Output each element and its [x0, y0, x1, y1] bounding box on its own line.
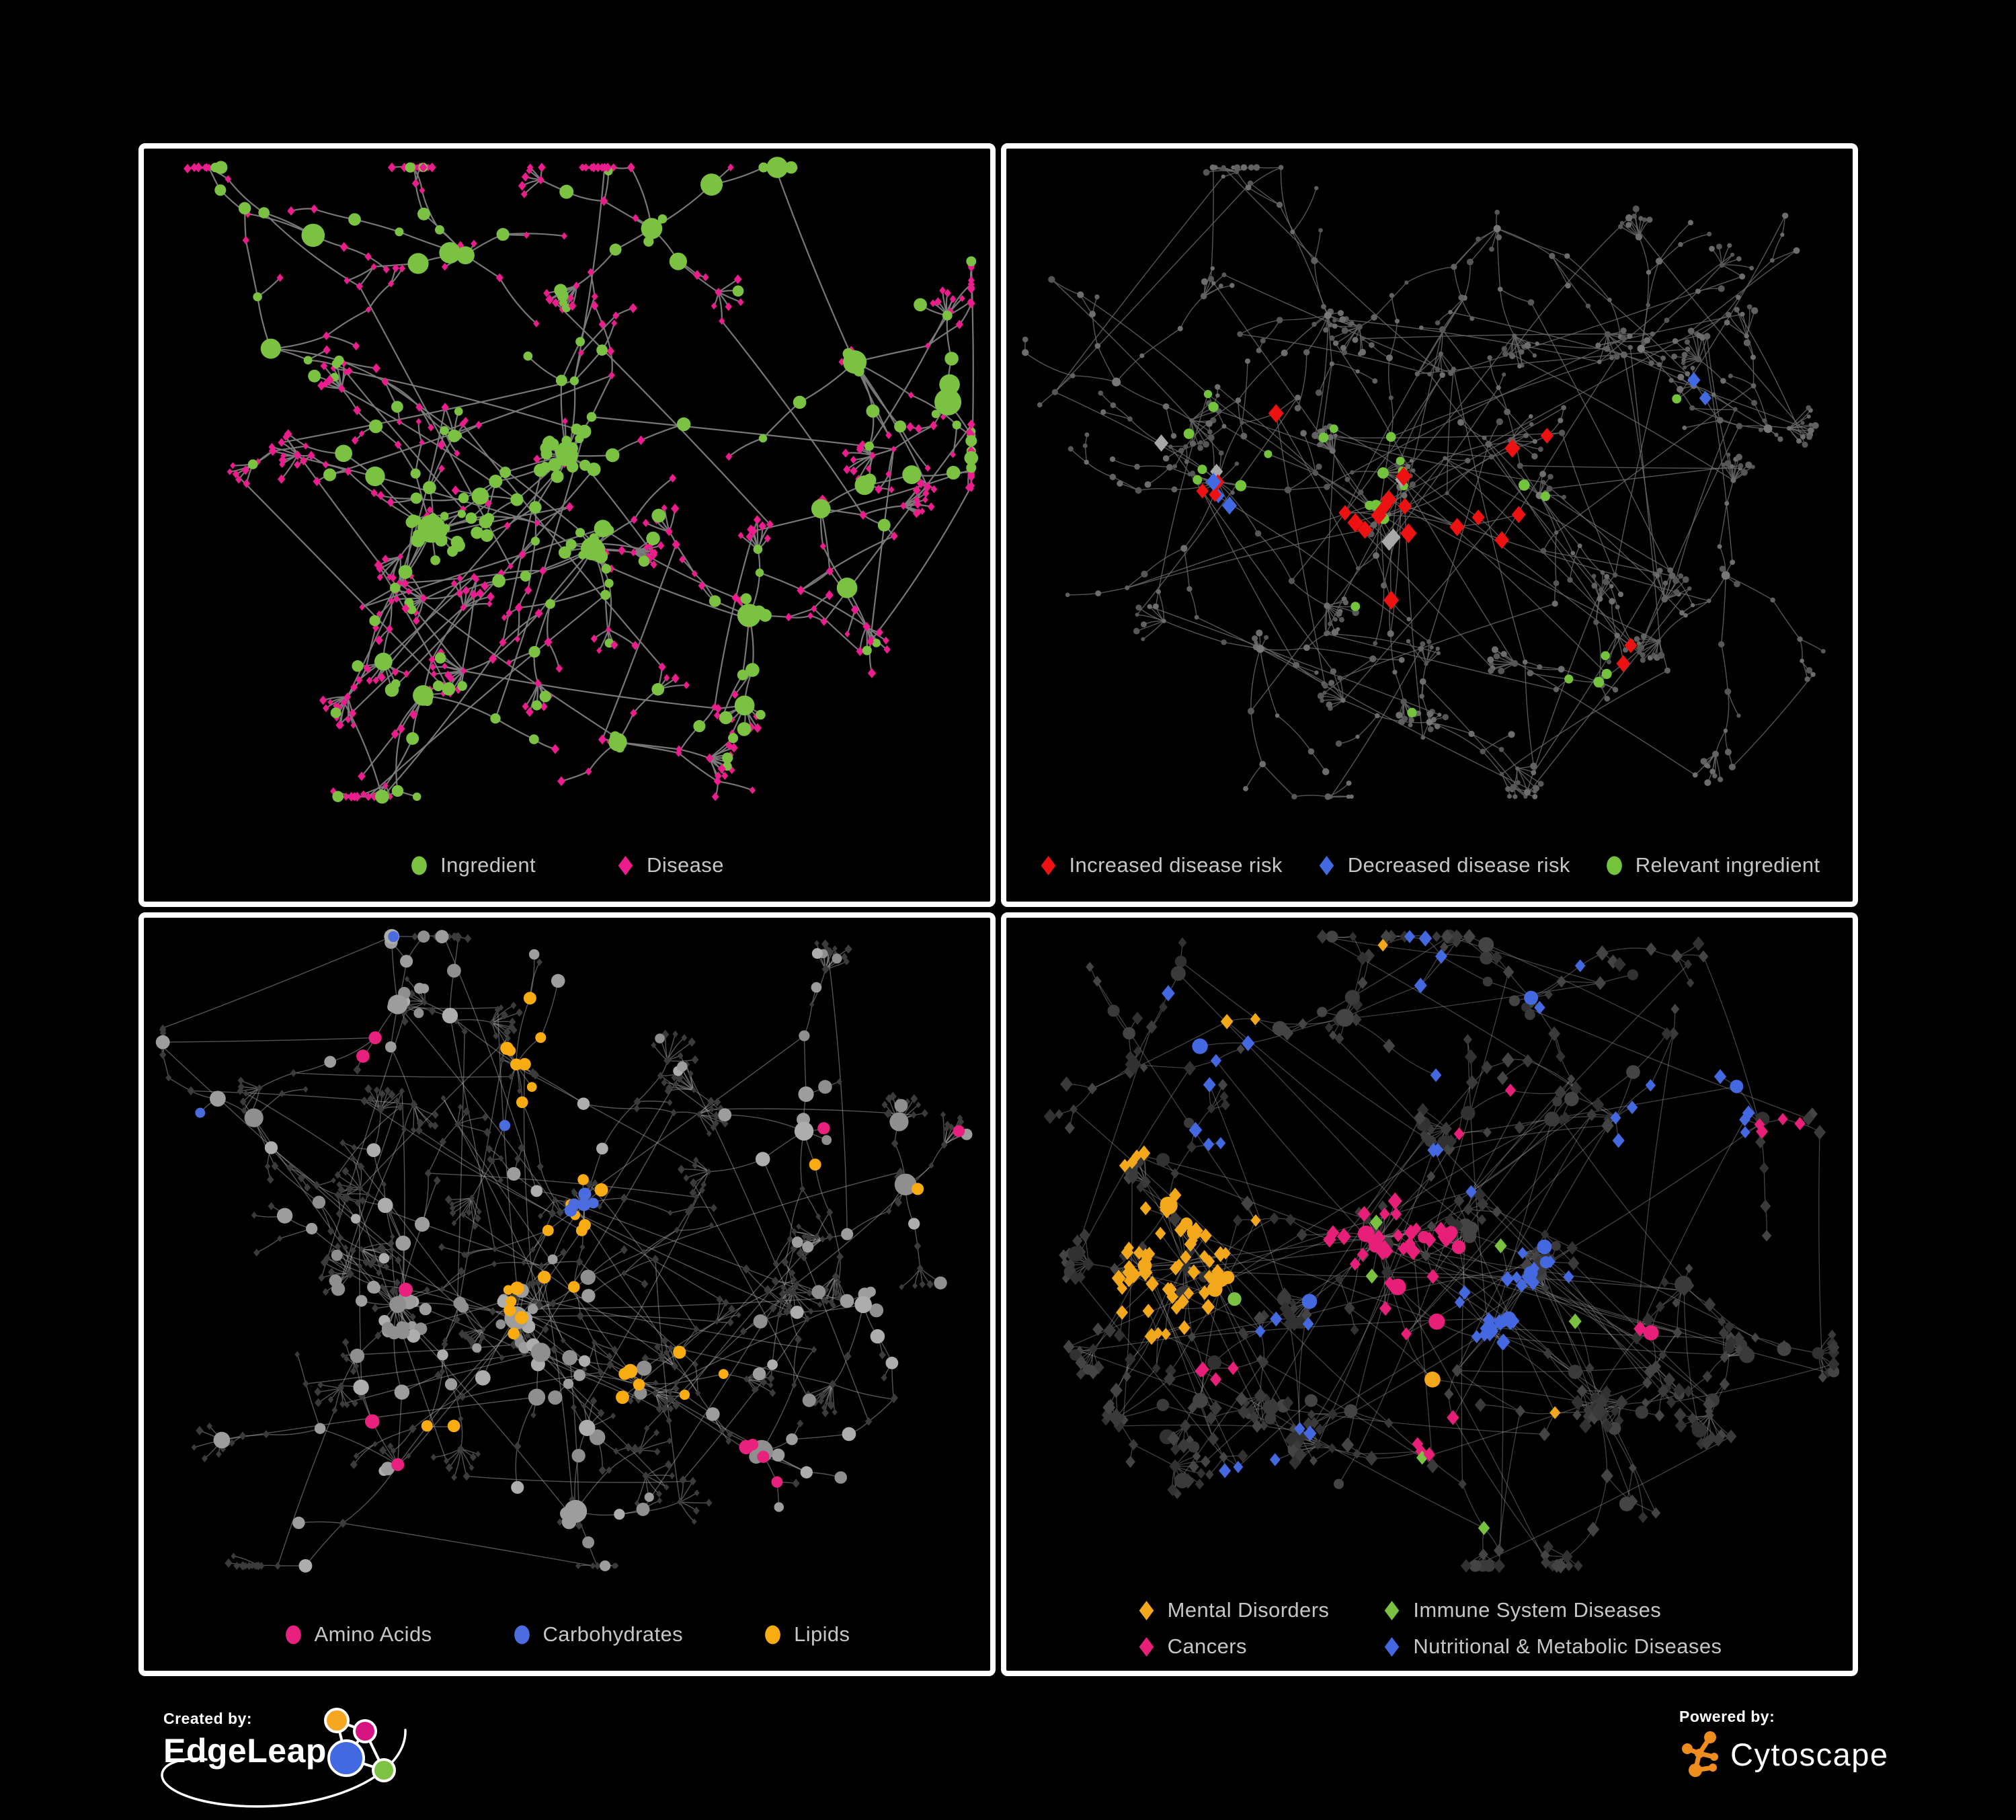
legend-label: Increased disease risk — [1069, 853, 1283, 877]
circle-marker-icon — [411, 856, 428, 875]
diamond-marker-icon — [1384, 1600, 1400, 1620]
legend-label: Amino Acids — [314, 1622, 432, 1646]
nutrient-categories-legend: Amino Acids Carbohydrates Lipids — [144, 1622, 990, 1647]
panels-grid: Ingredient Disease Increased disease risk… — [138, 143, 1858, 1676]
panel-disease-risk: Increased disease risk Decreased disease … — [1001, 143, 1858, 907]
edgeleap-node-green — [372, 1758, 396, 1782]
ingredient-disease-network-graph — [184, 157, 979, 804]
legend-label: Carbohydrates — [542, 1622, 684, 1646]
disease-risk-legend: Increased disease risk Decreased disease … — [1006, 853, 1853, 877]
circle-marker-icon — [285, 1625, 301, 1644]
cytoscape-logo-text: Cytoscape — [1730, 1736, 1889, 1772]
legend-label: Decreased disease risk — [1347, 853, 1570, 877]
panel-nutrient-categories: Amino Acids Carbohydrates Lipids — [138, 912, 996, 1676]
disease-categories-network-graph — [1043, 928, 1840, 1574]
legend-label: Lipids — [794, 1622, 850, 1646]
legend-item-amino-acids: Amino Acids — [284, 1622, 432, 1647]
diamond-marker-icon — [1139, 1600, 1154, 1620]
edgeleap-logo-text: EdgeLeap — [163, 1732, 327, 1770]
edgeleap-logo-icon — [324, 1708, 396, 1782]
legend-item-decreased-disease-risk: Decreased disease risk — [1318, 853, 1570, 877]
edgeleap-node-orange — [324, 1708, 350, 1733]
created-by-label: Created by: — [163, 1710, 253, 1727]
panel-ingredient-disease: Ingredient Disease — [138, 143, 996, 907]
panel-disease-categories: Mental Disorders Immune System Diseases Ca… — [1001, 912, 1858, 1676]
legend-item-increased-disease-risk: Increased disease risk — [1039, 853, 1283, 877]
legend-label: Immune System Diseases — [1413, 1598, 1662, 1622]
diamond-marker-icon — [618, 855, 633, 875]
circle-marker-icon — [514, 1625, 530, 1644]
diamond-marker-icon — [1384, 1636, 1400, 1657]
disease-categories-legend: Mental Disorders Immune System Diseases Ca… — [1006, 1598, 1853, 1659]
legend-item-cancers: Cancers — [1137, 1634, 1330, 1659]
legend-label: Cancers — [1167, 1634, 1247, 1658]
legend-item-disease: Disease — [616, 853, 724, 877]
diamond-marker-icon — [1139, 1636, 1154, 1657]
legend-item-nutritional-metabolic-diseases: Nutritional & Metabolic Diseases — [1383, 1634, 1722, 1659]
edgeleap-credit: Created by: EdgeLeap — [161, 1708, 432, 1817]
cytoscape-credit: Powered by: Cytoscape — [1679, 1708, 1889, 1780]
legend-item-relevant-ingredient: Relevant ingredient — [1605, 853, 1820, 877]
nutrient-categories-network-graph — [155, 928, 973, 1573]
legend-item-carbohydrates: Carbohydrates — [513, 1622, 684, 1647]
cytoscape-logo-icon — [1682, 1731, 1718, 1777]
diamond-marker-icon — [1041, 855, 1055, 875]
diamond-marker-icon — [1319, 855, 1334, 875]
legend-item-immune-system-diseases: Immune System Diseases — [1383, 1598, 1722, 1622]
powered-by-label: Powered by: — [1679, 1708, 1775, 1725]
legend-item-lipids: Lipids — [764, 1622, 850, 1647]
edgeleap-node-magenta — [353, 1719, 377, 1743]
legend-item-mental-disorders: Mental Disorders — [1137, 1598, 1330, 1622]
legend-label: Nutritional & Metabolic Diseases — [1413, 1634, 1722, 1658]
legend-label: Ingredient — [440, 853, 536, 877]
edgeleap-node-blue — [327, 1739, 365, 1777]
disease-risk-network-graph — [1022, 164, 1826, 800]
circle-marker-icon — [1606, 856, 1622, 875]
ingredient-disease-legend: Ingredient Disease — [144, 853, 990, 877]
circle-marker-icon — [765, 1625, 780, 1644]
legend-label: Relevant ingredient — [1635, 853, 1820, 877]
legend-item-ingredient: Ingredient — [410, 853, 536, 877]
legend-label: Disease — [647, 853, 724, 877]
legend-label: Mental Disorders — [1167, 1598, 1330, 1622]
